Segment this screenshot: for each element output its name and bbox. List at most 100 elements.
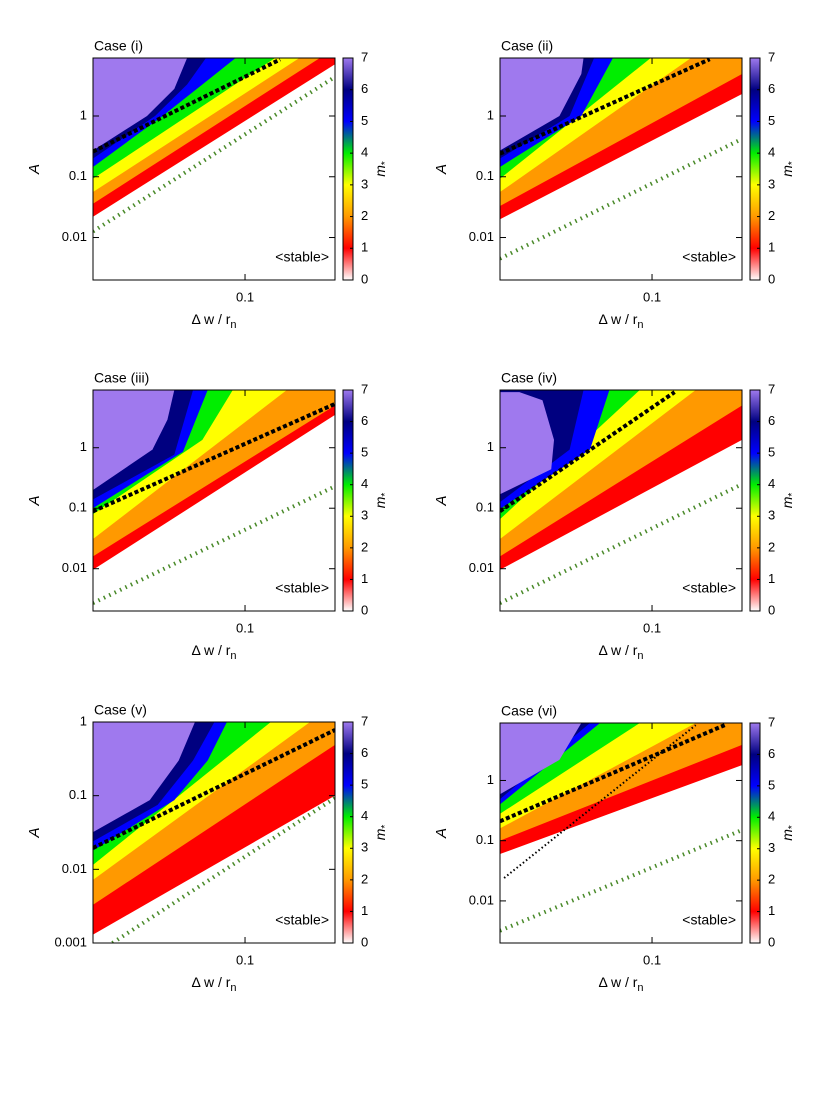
colorbar-label: m*	[779, 493, 798, 509]
plot-frame	[92, 389, 336, 612]
colorbar-tick-label: 0	[768, 602, 775, 617]
panel: 0.01 0.1 1 0.1 Case (iii) <stable> Δ w / rn A 0 1…	[26, 370, 391, 662]
colorbar-tick-label: 7	[768, 381, 775, 396]
colorbar-tick-label: 4	[361, 145, 368, 160]
colorbar-tick-label: 1	[768, 903, 775, 918]
x-tick-label: 0.1	[236, 952, 254, 967]
colorbar-tick-label: 7	[768, 714, 775, 729]
marker-line	[111, 796, 335, 943]
colorbar-tick-label: 3	[361, 840, 368, 855]
x-tick-label: 0.1	[236, 289, 254, 304]
x-axis-label-sub: n	[637, 319, 643, 331]
colorbar-tick-label: 0	[768, 271, 775, 286]
colorbar-tick-label: 1	[361, 903, 368, 918]
x-axis-label: Δ w / rn	[598, 311, 643, 331]
colorbar-tick-label: 0	[768, 934, 775, 949]
plot-frame	[92, 721, 336, 944]
y-tick-label: 1	[80, 107, 87, 122]
colorbar-tick-label: 7	[361, 49, 368, 64]
plot-area	[500, 58, 742, 261]
y-tick-label: 0.01	[469, 892, 494, 907]
y-tick-label: 1	[80, 439, 87, 454]
panel: 0.001 0.01 0.1 1 0.1 Case (v) <stable> Δ w / rn…	[26, 702, 391, 994]
x-axis-label-sub: n	[230, 319, 236, 331]
colorbar-tick-label: 5	[768, 113, 775, 128]
marker-line	[93, 58, 281, 154]
colorbar-tick-label: 0	[361, 934, 368, 949]
marker-line	[500, 58, 711, 156]
colorbar-label: m*	[779, 825, 798, 841]
plot-area	[93, 390, 335, 605]
plot-area	[500, 390, 742, 605]
colorbar-tick-label: 5	[361, 445, 368, 460]
level-region	[500, 723, 582, 795]
x-axis-label: Δ w / rn	[191, 311, 236, 331]
colorbar-tick-label: 3	[361, 508, 368, 523]
plot-frame	[499, 57, 743, 281]
annotation: <stable>	[682, 580, 736, 596]
x-tick-label: 0.1	[643, 952, 661, 967]
plot-frame	[499, 389, 743, 612]
colorbar-tick-label: 0	[361, 271, 368, 286]
y-tick-label: 0.1	[69, 168, 87, 183]
y-tick-label: 0.1	[476, 168, 494, 183]
y-tick-label: 0.01	[469, 560, 494, 575]
y-tick-label: 0.1	[69, 500, 87, 515]
colorbar-tick-label: 5	[768, 445, 775, 460]
x-axis-label-main: Δ w / r	[191, 311, 230, 327]
x-axis-label-sub: n	[230, 982, 236, 994]
marker-line	[503, 724, 697, 879]
marker-line	[500, 723, 726, 824]
panel-title: Case (v)	[94, 702, 147, 718]
x-tick-label: 0.1	[236, 620, 254, 635]
colorbar-tick-label: 1	[768, 571, 775, 586]
x-axis-label-main: Δ w / r	[191, 974, 230, 990]
y-axis-label: A	[433, 164, 450, 175]
colorbar-tick-label: 4	[361, 476, 368, 491]
colorbar-tick-label: 3	[361, 176, 368, 191]
colorbar	[749, 389, 761, 612]
y-tick-label: 1	[487, 772, 494, 787]
colorbar-tick-label: 0	[361, 602, 368, 617]
panel-title: Case (iii)	[94, 370, 149, 386]
colorbar-tick-label: 3	[768, 840, 775, 855]
colorbar-label-main: m	[372, 828, 388, 840]
x-axis-label-sub: n	[637, 982, 643, 994]
y-tick-label: 0.01	[62, 861, 87, 876]
colorbar-tick-label: 4	[768, 476, 775, 491]
panel: 0.01 0.1 1 0.1 Case (i) <stable> Δ w / rn A 0 1 2 3…	[26, 38, 391, 331]
level-region	[500, 58, 584, 151]
y-axis-label: A	[433, 495, 450, 506]
plot-area	[500, 723, 742, 933]
panel: 0.01 0.1 1 0.1 Case (iv) <stable> Δ w / rn A 0 1 2…	[433, 370, 798, 662]
y-axis-label: A	[433, 828, 450, 839]
colorbar-tick-label: 1	[361, 240, 368, 255]
y-tick-label: 0.1	[476, 500, 494, 515]
colorbar-tick-label: 2	[768, 208, 775, 223]
colorbar	[342, 57, 354, 281]
colorbar-tick-label: 6	[361, 81, 368, 96]
y-tick-label: 0.01	[469, 229, 494, 244]
x-axis-label-main: Δ w / r	[191, 642, 230, 658]
plot-frame	[499, 722, 743, 944]
colorbar-tick-label: 6	[768, 746, 775, 761]
level-region	[93, 722, 195, 833]
colorbar-label-sub: *	[380, 825, 391, 829]
panel: 0.01 0.1 1 0.1 Case (vi) <stable> Δ w / rn A 0 1 2…	[433, 703, 798, 994]
colorbar-label-main: m	[779, 496, 795, 508]
colorbar-label-sub: *	[787, 161, 798, 165]
colorbar-tick-label: 4	[361, 808, 368, 823]
plot-area	[93, 58, 335, 234]
colorbar-tick-label: 4	[768, 145, 775, 160]
x-axis-label-main: Δ w / r	[598, 311, 637, 327]
colorbar-label: m*	[372, 825, 391, 841]
panel-title: Case (i)	[94, 38, 143, 54]
annotation: <stable>	[275, 912, 329, 928]
colorbar-tick-label: 6	[768, 413, 775, 428]
colorbar-tick-label: 6	[361, 745, 368, 760]
colorbar-label-main: m	[779, 829, 795, 841]
colorbar-tick-label: 7	[361, 381, 368, 396]
y-tick-label: 0.1	[69, 787, 87, 802]
